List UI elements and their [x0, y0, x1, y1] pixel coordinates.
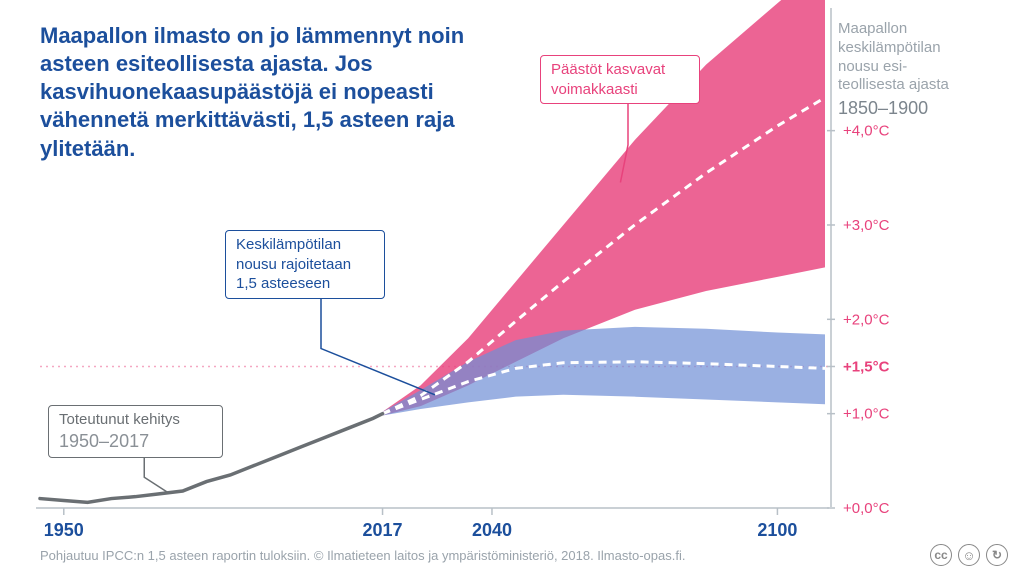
svg-text:+0,0°C: +0,0°C	[843, 500, 890, 517]
callout-high-scenario: Päästöt kasvavatvoimakkaasti	[540, 55, 700, 104]
svg-text:+1,5°C: +1,5°C	[843, 358, 890, 375]
svg-text:+4,0°C: +4,0°C	[843, 123, 890, 140]
sa-icon: ↻	[986, 544, 1008, 566]
license-icons: cc ☺ ↻	[930, 544, 1008, 566]
callout-observed-line1: Toteutunut kehitys	[59, 410, 212, 430]
callout-low-scenario: Keskilämpötilannousu rajoitetaan1,5 aste…	[225, 230, 385, 299]
y-axis-description: Maapallonkeskilämpötilannousu esi-teolli…	[838, 20, 949, 120]
svg-text:2100: 2100	[757, 520, 797, 540]
svg-text:1950: 1950	[44, 520, 84, 540]
callout-observed-line2: 1950–2017	[59, 430, 212, 453]
cc-icon: cc	[930, 544, 952, 566]
svg-text:2017: 2017	[363, 520, 403, 540]
svg-text:+3,0°C: +3,0°C	[843, 217, 890, 234]
callout-observed: Toteutunut kehitys 1950–2017	[48, 405, 223, 458]
footer-attribution: Pohjautuu IPCC:n 1,5 asteen raportin tul…	[40, 548, 685, 563]
svg-text:+1,0°C: +1,0°C	[843, 406, 890, 423]
svg-text:2040: 2040	[472, 520, 512, 540]
by-icon: ☺	[958, 544, 980, 566]
headline-text: Maapallon ilmasto on jo lämmennyt noin a…	[40, 22, 500, 163]
svg-text:+2,0°C: +2,0°C	[843, 311, 890, 328]
